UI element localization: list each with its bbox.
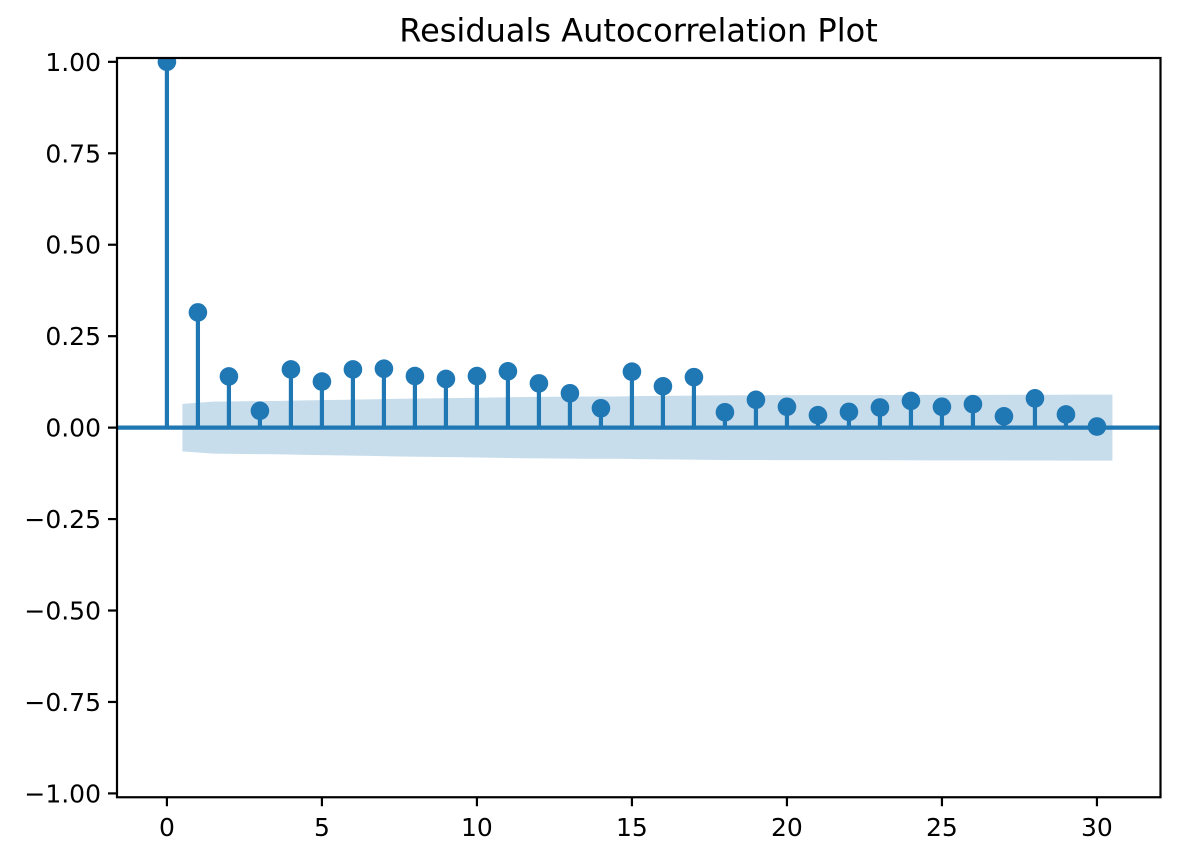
stem-marker-lag-27: [994, 406, 1014, 426]
stem-marker-lag-22: [839, 402, 859, 422]
stem-marker-lag-21: [808, 405, 828, 425]
stem-marker-lag-14: [591, 398, 611, 418]
stem-marker-lag-10: [467, 366, 487, 386]
stem-marker-lag-11: [498, 361, 518, 381]
stem-marker-lag-12: [529, 374, 549, 393]
stem-marker-lag-23: [870, 398, 890, 417]
chart-title: Residuals Autocorrelation Plot: [399, 12, 877, 50]
stem-marker-lag-8: [405, 366, 425, 386]
stem-marker-lag-19: [746, 390, 766, 410]
y-tick-label: −0.25: [24, 505, 101, 534]
stem-marker-lag-16: [653, 376, 673, 396]
stem-marker-lag-9: [436, 369, 456, 389]
stem-marker-lag-3: [250, 401, 270, 421]
stem-marker-lag-5: [312, 372, 332, 391]
x-tick-label: 0: [159, 813, 175, 842]
stem-marker-lag-20: [777, 397, 797, 417]
y-tick-label: −1.00: [24, 779, 101, 808]
stem-marker-lag-7: [374, 359, 394, 379]
x-tick-label: 10: [461, 813, 493, 842]
stem-marker-lag-6: [343, 360, 363, 379]
y-tick-label: 0.25: [45, 322, 101, 351]
stem-marker-lag-0: [157, 58, 177, 72]
stem-marker-lag-4: [281, 360, 301, 379]
stem-marker-lag-15: [622, 362, 642, 381]
stem-marker-lag-29: [1056, 405, 1076, 424]
y-tick-label: 1.00: [45, 48, 101, 77]
stem-marker-lag-24: [901, 391, 921, 411]
y-tick-label: 0.00: [45, 414, 101, 443]
x-tick-label: 20: [771, 813, 803, 842]
y-tick-label: 0.75: [45, 139, 101, 168]
stem-marker-lag-2: [219, 367, 239, 386]
stem-marker-lag-17: [684, 367, 704, 387]
stem-marker-lag-13: [560, 383, 580, 403]
x-tick-label: 25: [926, 813, 958, 842]
stem-marker-lag-26: [963, 394, 983, 414]
stem-marker-lag-30: [1087, 417, 1107, 436]
stem-marker-lag-25: [932, 397, 952, 417]
x-tick-label: 5: [314, 813, 330, 842]
plot-data-group: [117, 58, 1161, 461]
stem-marker-lag-18: [715, 402, 735, 422]
y-tick-label: −0.75: [24, 688, 101, 717]
stem-marker-lag-28: [1025, 389, 1045, 408]
y-tick-label: 0.50: [45, 231, 101, 260]
y-tick-label: −0.50: [24, 597, 101, 626]
stem-marker-lag-1: [188, 303, 208, 322]
plot-area: 0 5 10 15 20 25 30 1.00 0.75 0.50 0.25 0.00 −0.25 −0.…: [24, 48, 1162, 842]
x-tick-label: 15: [616, 813, 648, 842]
x-tick-label: 30: [1081, 813, 1113, 842]
